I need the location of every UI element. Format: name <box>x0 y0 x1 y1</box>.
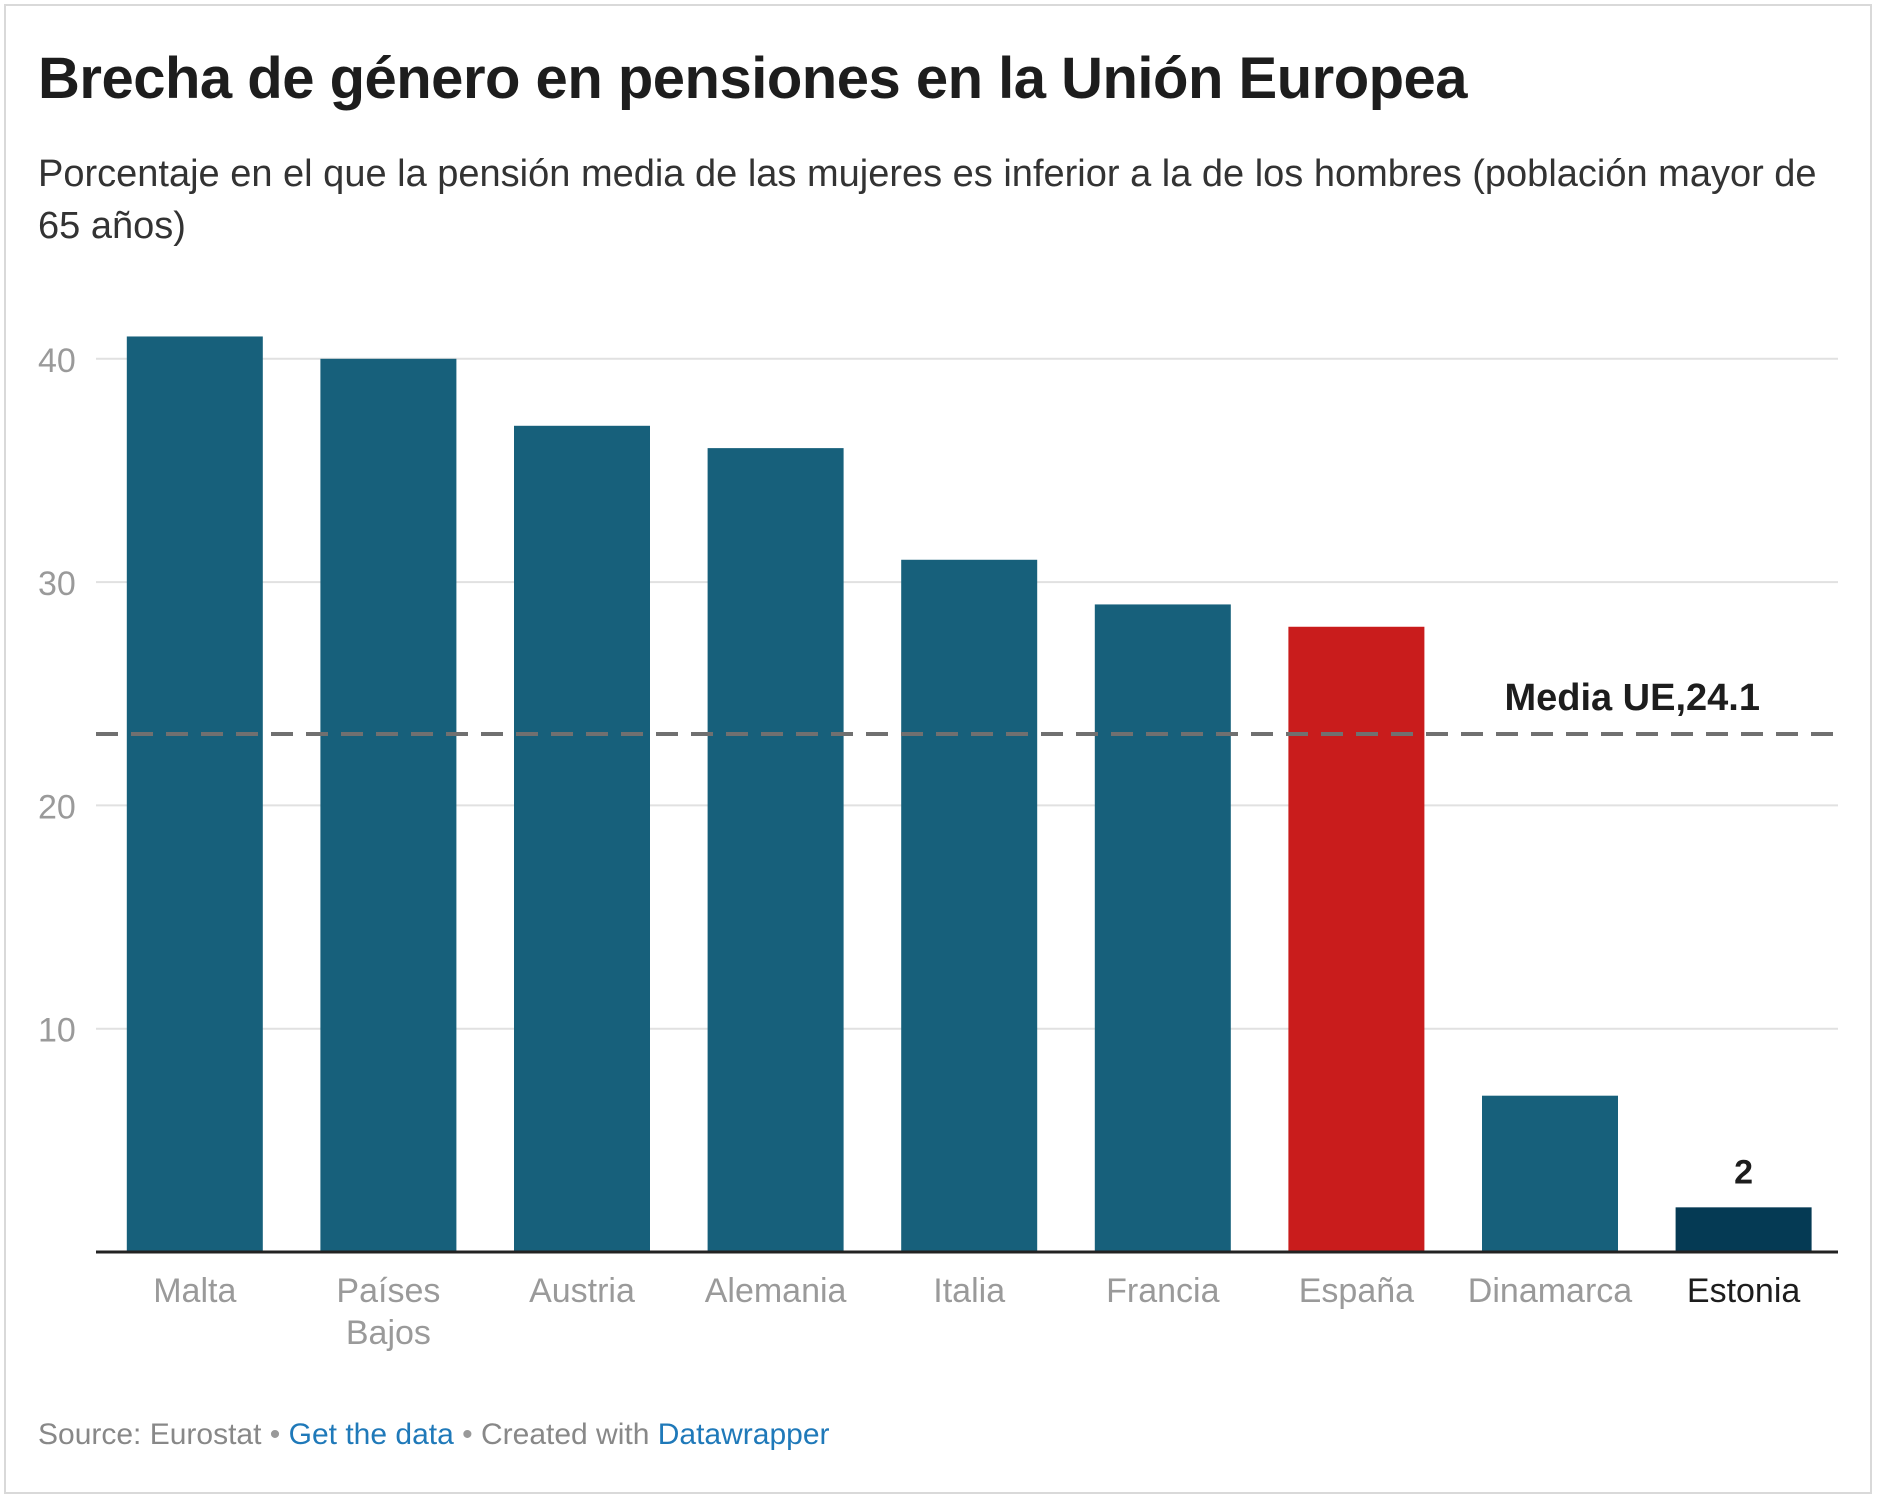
chart-title: Brecha de género en pensiones en la Unió… <box>38 46 1468 111</box>
get-the-data-link[interactable]: Get the data <box>288 1418 454 1451</box>
chart-subtitle: Porcentaje en el que la pensión media de… <box>38 153 1817 247</box>
bar-españa <box>1288 626 1425 1252</box>
bar-italia <box>901 559 1038 1252</box>
bar-dinamarca <box>1482 1095 1618 1252</box>
source-label: Source: Eurostat <box>38 1418 262 1451</box>
y-tick-label: 30 <box>38 565 76 603</box>
x-tick-label: Alemania <box>705 1272 847 1310</box>
bar-austria <box>514 425 650 1252</box>
y-tick-label: 20 <box>38 788 76 826</box>
footer-separator: • <box>462 1418 473 1451</box>
y-tick-label: 10 <box>38 1012 76 1050</box>
x-tick-label: Italia <box>933 1272 1005 1310</box>
bar-chart: 10 20 30 40 Malta Países Bajos Austria Alemania I… <box>38 336 1838 1352</box>
bar-alemania <box>707 448 844 1252</box>
eu-average-label: Media UE,24.1 <box>1504 677 1760 719</box>
x-tick-label: Malta <box>153 1272 236 1310</box>
x-tick-label: Estonia <box>1687 1272 1800 1310</box>
chart-footer: Source: Eurostat • Get the data • Create… <box>38 1418 830 1452</box>
x-tick-label: Dinamarca <box>1468 1272 1632 1310</box>
bar-países-bajos <box>320 358 457 1252</box>
x-tick-label: Austria <box>529 1272 635 1310</box>
created-with-label: Created with <box>480 1418 650 1451</box>
value-label: 2 <box>1734 1153 1753 1191</box>
datawrapper-link[interactable]: Datawrapper <box>657 1418 830 1451</box>
x-tick-label: España <box>1299 1272 1414 1310</box>
x-tick-label: Países <box>336 1272 440 1310</box>
bar-francia <box>1094 604 1231 1252</box>
bar-malta <box>126 336 263 1253</box>
y-tick-label: 40 <box>38 342 76 380</box>
bar-estonia <box>1675 1207 1812 1252</box>
footer-separator: • <box>269 1418 281 1451</box>
x-tick-label: Francia <box>1106 1272 1219 1310</box>
x-tick-label: Bajos <box>346 1314 431 1352</box>
